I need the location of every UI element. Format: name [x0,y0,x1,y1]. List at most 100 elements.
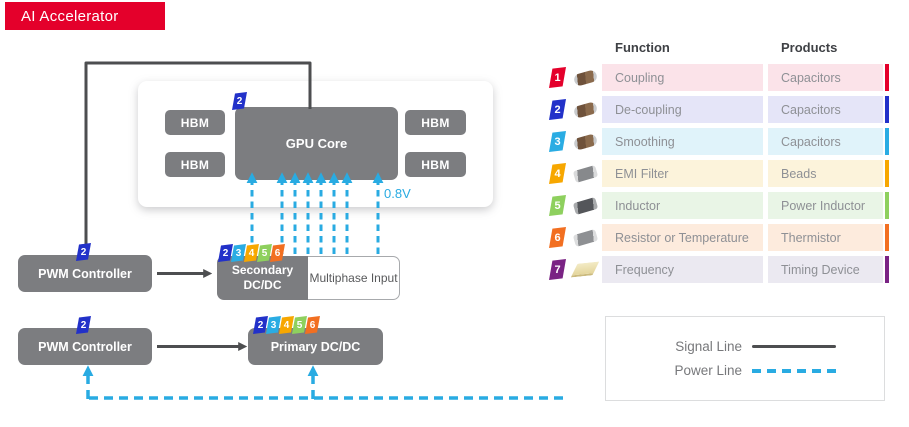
table-row: 5 Inductor Power Inductor [549,192,889,219]
badge-number: 5 [296,319,303,331]
row-color-bar [885,128,889,155]
table-row: 7 Frequency Timing Device [549,256,889,283]
power-line-swatch [752,368,836,373]
row-color-bar [885,192,889,219]
title-banner: AI Accelerator [5,2,165,30]
badge-number: 6 [554,231,561,244]
badge-number: 3 [554,135,561,148]
power-line-label: Power Line [674,363,742,378]
hbm-block: HBM [165,110,225,135]
badge-number: 3 [235,247,242,259]
timing-device-icon [570,261,600,278]
badge-number: 2 [80,319,87,331]
num-badge-5: 5 [292,316,307,334]
badge-number: 4 [248,247,255,259]
gpu-core-label: GPU Core [285,136,348,151]
table-row: 6 Resistor or Temperature Thermistor [549,224,889,251]
table-row: 4 EMI Filter Beads [549,160,889,187]
function-cell: Inductor [602,192,763,219]
badge-number: 2 [222,247,229,259]
pwm-controller-block: PWM Controller [18,328,152,365]
hbm-block: HBM [405,110,466,135]
function-cell: Frequency [602,256,763,283]
signal-line-label: Signal Line [675,339,742,354]
products-column-header: Products [781,40,838,55]
pwm-controller-label: PWM Controller [38,339,132,354]
products-cell: Capacitors [768,128,883,155]
power-line-legend: Power Line [654,363,836,378]
num-badge-2: 2 [549,99,566,120]
secondary-dcdc-label: Secondary DC/DC [231,263,294,292]
page-title: AI Accelerator [21,7,119,25]
primary-dcdc-block: Primary DC/DC [248,328,383,365]
gpu-core-block: GPU Core [235,107,398,180]
signal-line-swatch [752,345,836,348]
num-badge-7: 7 [549,259,566,280]
function-cell: Smoothing [602,128,763,155]
num-badge-1: 1 [549,67,566,88]
num-badge-3: 3 [231,244,246,262]
num-badge-4: 4 [549,163,566,184]
badge-number: 5 [261,247,268,259]
badge-number: 2 [257,319,264,331]
function-cell: De-coupling [602,96,763,123]
hbm-block: HBM [405,152,466,177]
row-color-bar [885,64,889,91]
row-color-bar [885,160,889,187]
hbm-block: HBM [165,152,225,177]
row-color-bar [885,224,889,251]
pwm-controller-label: PWM Controller [38,266,132,281]
function-cell: EMI Filter [602,160,763,187]
products-cell: Thermistor [768,224,883,251]
row-color-bar [885,96,889,123]
badge-number: 4 [554,167,561,180]
num-badge-3: 3 [549,131,566,152]
num-badge-5: 5 [257,244,272,262]
function-column-header: Function [615,40,670,55]
products-cell: Capacitors [768,64,883,91]
multiphase-input-block: Multiphase Input [308,256,400,300]
num-badge-4: 4 [279,316,294,334]
badge-number: 3 [270,319,277,331]
products-cell: Beads [768,160,883,187]
function-cell: Resistor or Temperature [602,224,763,251]
primary-dcdc-label: Primary DC/DC [270,339,361,354]
products-cell: Capacitors [768,96,883,123]
table-row: 3 Smoothing Capacitors [549,128,889,155]
hbm-label: HBM [421,157,450,172]
badge-number: 1 [554,71,561,84]
hbm-label: HBM [180,157,210,172]
products-cell: Timing Device [768,256,883,283]
table-row: 2 De-coupling Capacitors [549,96,889,123]
badge-number: 4 [283,319,290,331]
products-cell: Power Inductor [768,192,883,219]
badge-number: 2 [80,246,87,258]
table-row: 1 Coupling Capacitors [549,64,889,91]
multiphase-input-label: Multiphase Input [309,270,398,285]
secondary-dcdc-group: Secondary DC/DC Multiphase Input [217,256,400,300]
function-products-table: Function Products 1 Coupling Capacitors … [549,40,889,288]
num-badge-6: 6 [305,316,320,334]
capacitor-icon [572,100,598,119]
signal-line-legend: Signal Line [654,339,836,354]
capacitor-icon [572,68,598,87]
voltage-label: 0.8V [384,186,411,201]
hbm-label: HBM [421,115,450,130]
line-legend-box: Signal Line Power Line [605,316,885,401]
bead-icon [572,164,598,183]
pwm-controller-block: PWM Controller [18,255,152,292]
badge-number: 6 [309,319,316,331]
thermistor-icon [572,228,598,247]
badge-number: 2 [236,95,243,107]
row-color-bar [885,256,889,283]
num-badge-5: 5 [549,195,566,216]
function-cell: Coupling [602,64,763,91]
power-rail [82,365,563,400]
power-inductor-icon [572,196,598,215]
num-badge-6: 6 [549,227,566,248]
num-badge-3: 3 [266,316,281,334]
secondary-dcdc-block: Secondary DC/DC [217,256,308,300]
num-badge-2: 2 [218,244,233,262]
table-header: Function Products [549,40,889,55]
